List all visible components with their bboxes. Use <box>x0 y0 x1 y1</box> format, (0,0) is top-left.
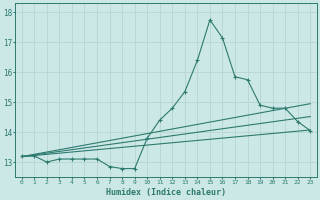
X-axis label: Humidex (Indice chaleur): Humidex (Indice chaleur) <box>106 188 226 197</box>
